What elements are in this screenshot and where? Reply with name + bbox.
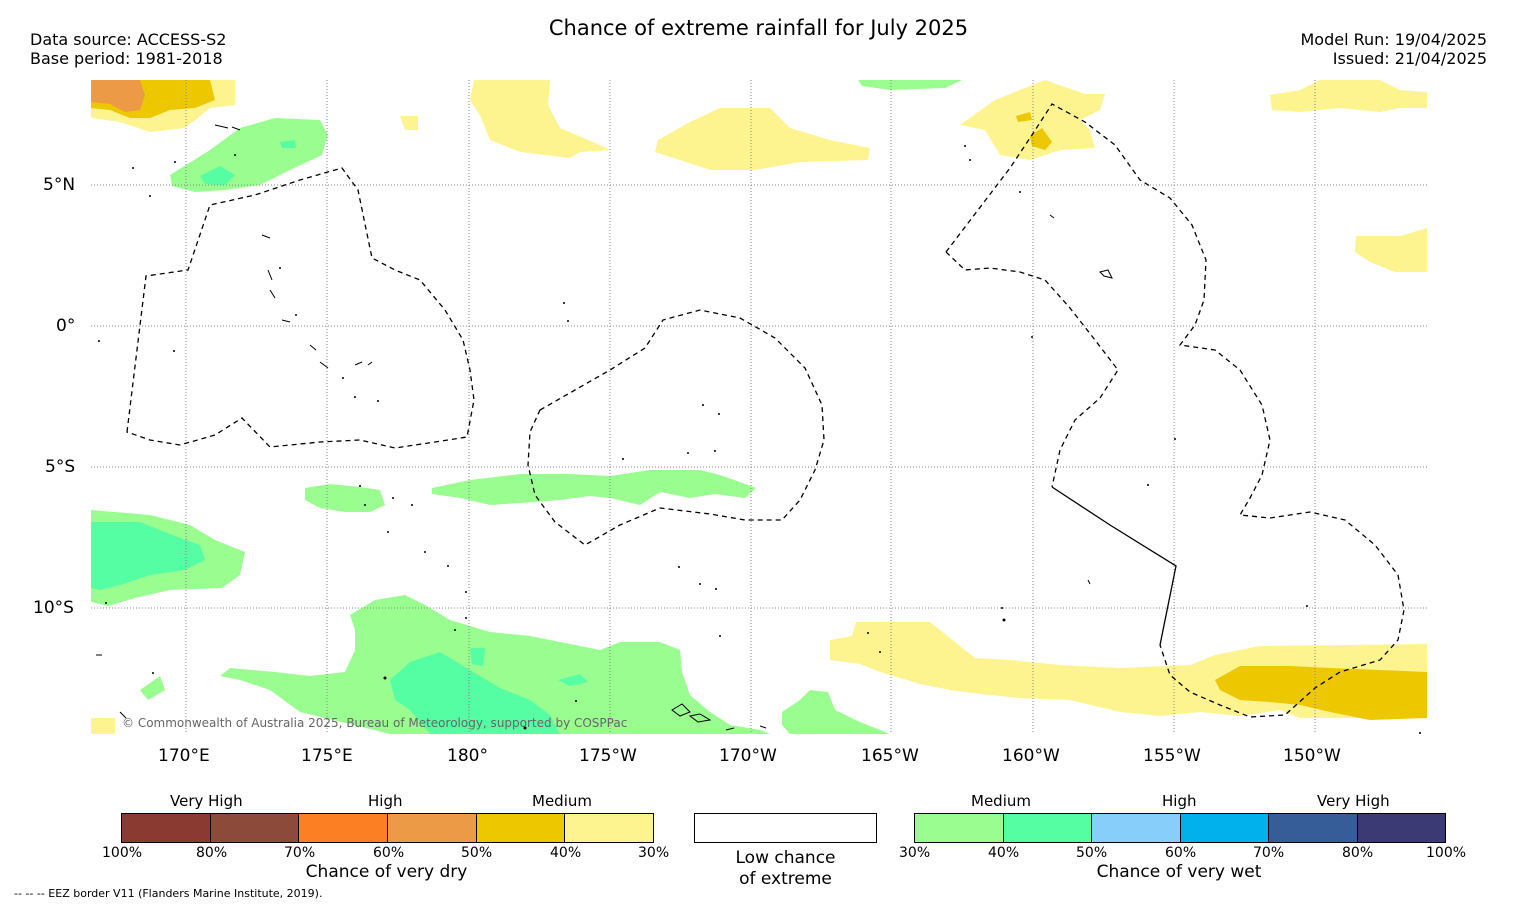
low-chance-swatch (694, 813, 877, 843)
dry-legend-title: Chance of very dry (305, 862, 468, 882)
lon-label-170w: 170°W (719, 746, 777, 766)
wet-tick-50: 50% (1076, 845, 1108, 861)
lon-label-175e: 175°E (301, 746, 353, 766)
dry-swatch-100-80 (122, 814, 211, 842)
dry-colorbar (121, 813, 654, 843)
wet-tick-80: 80% (1342, 845, 1374, 861)
lon-label-180: 180° (447, 746, 488, 766)
dry-high-label: High (368, 792, 403, 810)
lat-label-5s: 5°S (45, 457, 76, 477)
issued-date: Issued: 21/04/2025 (1332, 49, 1487, 68)
wet-swatch-50-60 (1092, 814, 1181, 842)
page-title: Chance of extreme rainfall for July 2025 (548, 16, 969, 40)
lon-label-160w: 160°W (1002, 746, 1060, 766)
dry-swatch-70-60 (299, 814, 389, 842)
lon-label-165w: 165°W (861, 746, 919, 766)
dry-tick-100: 100% (102, 845, 143, 861)
dry-tick-70: 70% (284, 845, 316, 861)
dry-swatch-50-40 (476, 814, 566, 842)
wet-tick-100: 100% (1426, 845, 1467, 861)
dry-tick-30: 30% (638, 845, 670, 861)
dry-swatch-80-70 (210, 814, 300, 842)
dry-tick-60: 60% (373, 845, 405, 861)
dry-tick-50: 50% (461, 845, 493, 861)
model-run: Model Run: 19/04/2025 (1300, 30, 1488, 49)
maritime-boundary (1051, 486, 1177, 646)
low-chance-line1: Low chance (735, 848, 836, 868)
dry-tick-40: 40% (550, 845, 582, 861)
data-info: Data source: ACCESS-S2 Base period: 1981… (30, 30, 226, 68)
dry-swatch-40-30 (565, 814, 654, 842)
dry-tick-80: 80% (196, 845, 228, 861)
lat-label-0: 0° (56, 316, 76, 336)
wet-legend-title: Chance of very wet (1096, 862, 1262, 882)
wet-medium-regions (91, 80, 962, 734)
wet-medium-label: Medium (971, 792, 1031, 810)
lon-label-170e: 170°E (158, 746, 210, 766)
wet-swatch-80-100 (1357, 814, 1445, 842)
lon-label-175w: 175°W (579, 746, 637, 766)
wet-swatch-30-40 (915, 814, 1004, 842)
wet-tick-40: 40% (988, 845, 1020, 861)
lon-label-155w: 155°W (1143, 746, 1201, 766)
wet-swatch-40-50 (1003, 814, 1092, 842)
wet-swatch-60-70 (1180, 814, 1269, 842)
dry-very-high-label: Very High (170, 792, 243, 810)
graticule (91, 80, 1427, 734)
map-area (91, 80, 1427, 734)
rainfall-map (91, 80, 1427, 734)
base-period: Base period: 1981-2018 (30, 49, 223, 68)
lon-label-150w: 150°W (1283, 746, 1341, 766)
dry-swatch-60-50 (388, 814, 477, 842)
wet-tick-30: 30% (899, 845, 931, 861)
run-info: Model Run: 19/04/2025 Issued: 21/04/2025 (1301, 30, 1488, 68)
data-source: Data source: ACCESS-S2 (30, 30, 227, 49)
lat-label-10s: 10°S (33, 598, 74, 618)
low-chance-line2: of extreme (739, 869, 832, 889)
eez-footnote: -- -- -- EEZ border V11 (Flanders Marine… (14, 887, 323, 900)
dry-high-regions (91, 80, 145, 112)
map-copyright: © Commonwealth of Australia 2025, Bureau… (122, 716, 628, 730)
dry-medium-label: Medium (532, 792, 592, 810)
wet-tick-60: 60% (1165, 845, 1197, 861)
lat-label-5n: 5°N (43, 175, 76, 195)
wet-high-label: High (1162, 792, 1197, 810)
wet-colorbar (914, 813, 1446, 843)
island-dots (98, 145, 1421, 734)
eez-borders (126, 103, 1405, 718)
wet-medium-high-regions (91, 140, 588, 734)
wet-very-high-label: Very High (1317, 792, 1390, 810)
wet-swatch-70-80 (1269, 814, 1358, 842)
wet-tick-70: 70% (1253, 845, 1285, 861)
islands (96, 124, 1113, 731)
